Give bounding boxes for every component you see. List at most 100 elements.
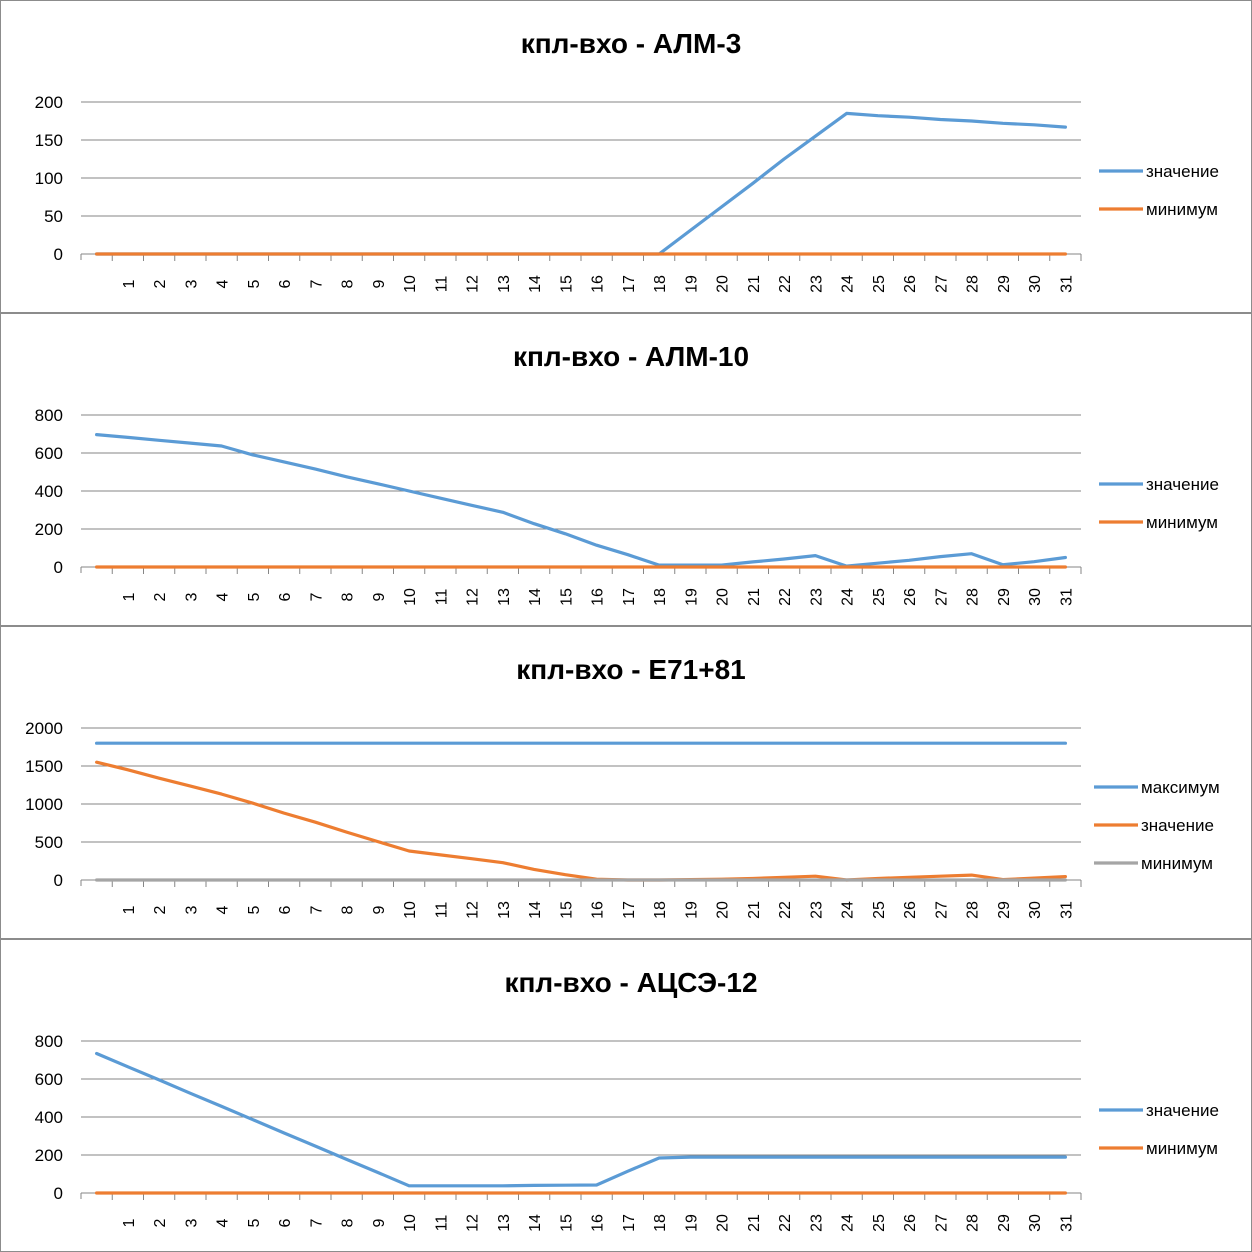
x-tick-label: 12 [465,1214,482,1232]
x-tick-label: 17 [621,275,638,293]
x-tick-label: 1 [121,279,138,288]
x-tick-label: 5 [246,279,263,288]
chart-title: кпл-вхо - АЛМ-3 [521,28,742,59]
series-line [94,432,1068,568]
chart-panel: кпл-вхо - АЛМ-10 0 200 400 600 800 1 2 3 4 5 6 7 8 9 10… [0,313,1252,626]
x-tick-label: 30 [1027,275,1044,293]
x-tick-label: 13 [496,1214,513,1232]
x-tick-label: 12 [465,901,482,919]
x-tick-label: 25 [871,1214,888,1232]
x-tick-label: 18 [652,275,669,293]
x-tick-label: 19 [683,901,700,919]
x-tick-label: 28 [965,1214,982,1232]
chart-panel: кпл-вхо - АЛМ-3 0 50 100 150 200 1 2 3 4 5 6 7 8 9 10 11… [0,0,1252,313]
x-tick-label: 16 [590,1214,607,1232]
x-tick-label: 24 [840,275,857,293]
x-tick-label: 12 [465,588,482,606]
x-tick-label: 5 [246,592,263,601]
x-tick-label: 22 [777,588,794,606]
x-tick-label: 20 [715,1214,732,1232]
x-tick-label: 9 [371,1218,388,1227]
y-tick-label: 200 [35,1146,63,1165]
x-tick-label: 21 [746,1214,763,1232]
x-tick-label: 17 [621,1214,638,1232]
x-tick-label: 17 [621,901,638,919]
x-tick-label: 29 [996,1214,1013,1232]
x-tick-label: 10 [402,901,419,919]
x-tick-label: 28 [965,588,982,606]
x-tick-label: 31 [1058,901,1075,919]
x-tick-label: 24 [840,588,857,606]
x-tick-label: 11 [433,589,450,606]
x-tick-label: 14 [527,901,544,919]
x-tick-label: 8 [340,279,357,288]
y-tick-label: 200 [35,520,63,539]
x-tick-label: 24 [840,901,857,919]
x-tick-label: 11 [433,1215,450,1232]
x-tick-label: 24 [840,1214,857,1232]
x-tick-label: 18 [652,1214,669,1232]
x-tick-label: 13 [496,901,513,919]
x-tick-label: 1 [121,592,138,601]
legend-label: минимум [1146,513,1218,532]
y-tick-label: 150 [35,131,63,150]
x-tick-label: 20 [715,588,732,606]
chart-panel: кпл-вхо - Е71+81 0 500 1000 1500 2000 1 2 3 4 5 6 7 8… [0,626,1252,939]
chart-title: кпл-вхо - АЛМ-10 [513,341,749,372]
x-tick-label: 4 [215,1218,232,1227]
x-tick-label: 2 [152,1218,169,1227]
x-tick-label: 13 [496,588,513,606]
x-tick-label: 10 [402,1214,419,1232]
x-tick-label: 14 [527,275,544,293]
y-tick-label: 600 [35,444,63,463]
x-tick-label: 28 [965,901,982,919]
x-tick-label: 23 [808,588,825,606]
x-tick-label: 3 [183,905,200,914]
legend-label: значение [1146,162,1219,181]
x-tick-label: 16 [590,588,607,606]
x-tick-label: 19 [683,275,700,293]
x-tick-label: 23 [808,901,825,919]
x-tick-label: 4 [215,905,232,914]
y-tick-label: 0 [54,871,63,890]
x-tick-label: 25 [871,901,888,919]
y-tick-label: 800 [35,406,63,425]
x-tick-label: 18 [652,901,669,919]
x-tick-label: 30 [1027,1214,1044,1232]
chart-title: кпл-вхо - Е71+81 [516,654,745,685]
x-tick-label: 29 [996,901,1013,919]
x-tick-label: 14 [527,1214,544,1232]
x-tick-label: 7 [308,1218,325,1227]
x-tick-label: 27 [933,588,950,606]
x-tick-label: 29 [996,588,1013,606]
x-tick-label: 19 [683,588,700,606]
legend-label: минимум [1146,200,1218,219]
x-tick-label: 7 [308,905,325,914]
y-tick-label: 200 [35,93,63,112]
legend-label: значение [1141,816,1214,835]
x-tick-label: 2 [152,592,169,601]
x-tick-label: 6 [277,592,294,601]
x-tick-label: 21 [746,588,763,606]
x-tick-label: 29 [996,275,1013,293]
x-tick-label: 31 [1058,1214,1075,1232]
x-tick-label: 1 [121,905,138,914]
x-tick-label: 19 [683,1214,700,1232]
y-tick-label: 0 [54,245,63,264]
x-tick-label: 16 [590,901,607,919]
y-tick-label: 1500 [25,757,63,776]
x-tick-label: 14 [527,588,544,606]
y-tick-label: 0 [54,558,63,577]
x-tick-label: 18 [652,588,669,606]
chart-panel: кпл-вхо - АЦСЭ-12 0 200 400 600 800 1 2 3 4 5 6 7 8 9 1… [0,939,1252,1252]
x-tick-label: 16 [590,275,607,293]
y-tick-label: 600 [35,1070,63,1089]
x-tick-label: 26 [902,588,919,606]
x-tick-label: 7 [308,592,325,601]
x-tick-label: 15 [558,901,575,919]
x-tick-label: 21 [746,901,763,919]
x-tick-label: 22 [777,901,794,919]
x-tick-label: 3 [183,592,200,601]
x-tick-label: 27 [933,1214,950,1232]
